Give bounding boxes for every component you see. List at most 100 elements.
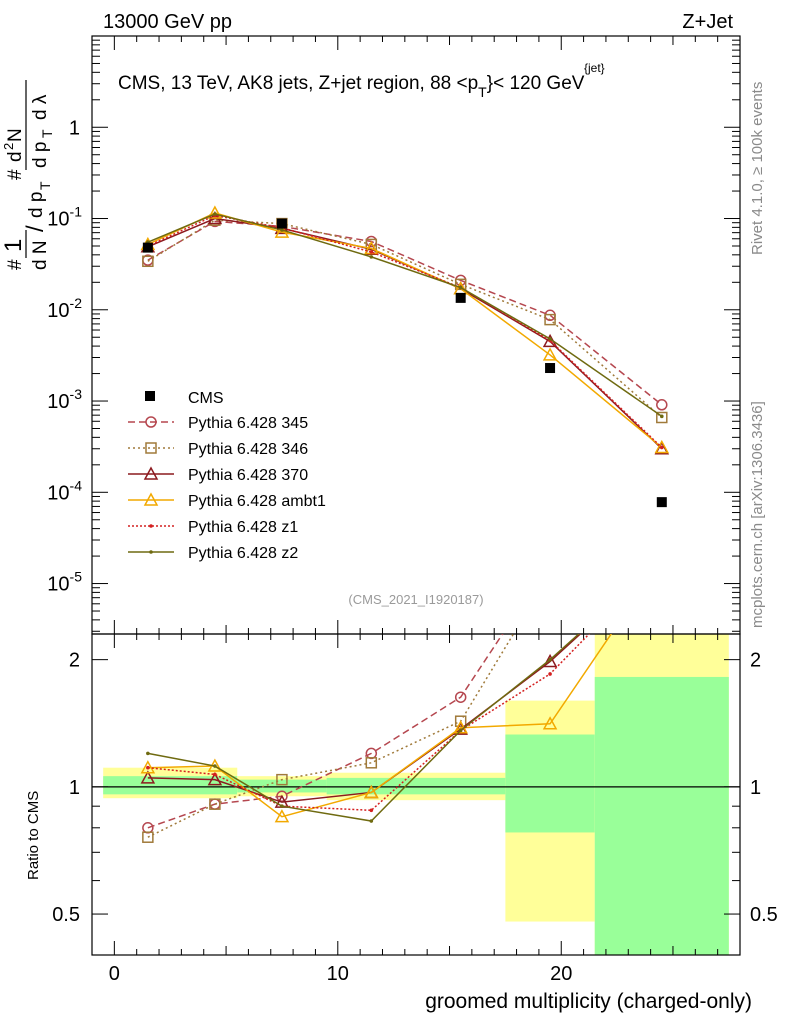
- series-point: [280, 228, 284, 232]
- ratio-point: [209, 798, 221, 810]
- ratio-point: [142, 831, 154, 843]
- series-point: [369, 250, 374, 254]
- cms-point: [455, 292, 466, 303]
- series-0: [142, 215, 668, 411]
- series-line: [147, 214, 663, 448]
- ratio-tick-label-right: 1: [750, 777, 761, 799]
- legend-marker: [145, 442, 157, 454]
- series-point: [654, 439, 670, 454]
- ratio-series-0: [142, 634, 504, 834]
- svg-text:d N: d N: [30, 240, 51, 270]
- legend-marker: [149, 550, 153, 554]
- ratio-point: [369, 808, 374, 813]
- svg-text:d p: d p: [30, 142, 51, 168]
- ratio-series-5: [146, 634, 580, 823]
- legend-label-cms: CMS: [188, 390, 224, 407]
- y-axis-label-main: # 1 d N / d p T # d 2 N d p T d λ: [0, 80, 55, 270]
- ratio-point: [548, 657, 552, 662]
- ratio-point: [276, 790, 288, 803]
- svg-text:/: /: [22, 225, 49, 232]
- svg-text:1: 1: [0, 239, 27, 252]
- y-tick-label: 10-2: [47, 295, 82, 322]
- ratio-point: [140, 760, 156, 774]
- svg-text:CMS, 13 TeV, AK8 jets, Z+jet r: CMS, 13 TeV, AK8 jets, Z+jet region, 88 …: [118, 73, 585, 100]
- legend-marker-cms: [145, 391, 155, 401]
- ratio-tick-label-right: 2: [750, 650, 761, 672]
- ratio-point: [213, 772, 217, 777]
- ratio-point: [458, 728, 463, 733]
- plot-title: CMS, 13 TeV, AK8 jets, Z+jet region, 88 …: [118, 61, 605, 100]
- svg-text:T: T: [37, 181, 53, 190]
- ratio-point: [542, 653, 558, 668]
- y-axis-label-ratio: Ratio to CMS: [25, 791, 42, 880]
- ratio-point: [213, 764, 217, 768]
- rivet-version-label: Rivet 4.1.0, ≥ 100k events: [749, 82, 766, 255]
- svg-text:d λ: d λ: [30, 94, 51, 120]
- x-axis-label: groomed multiplicity (charged-only): [425, 990, 752, 1013]
- header-right: Z+Jet: [682, 11, 733, 33]
- series-point: [659, 445, 664, 450]
- ratio-point: [369, 819, 374, 823]
- legend-marker: [149, 524, 153, 528]
- ratio-tick-label-left: 2: [69, 650, 80, 672]
- legend-marker: [143, 492, 159, 506]
- y-tick-label: 10-3: [47, 386, 82, 413]
- legend-marker: [143, 466, 159, 480]
- axis-ticks: 0 10 20 1 10-1 10-2 10-3 10-4 10-5 0.5 0.5 1 1 2 2: [47, 35, 778, 985]
- cms-data-points: [142, 218, 667, 508]
- ratio-point: [365, 757, 378, 769]
- legend-label: Pythia 6.428 ambt1: [188, 493, 326, 510]
- cms-point: [142, 242, 153, 253]
- x-tick-label: 20: [550, 963, 572, 985]
- ratio-point: [548, 672, 552, 676]
- ratio-frame: [91, 633, 741, 956]
- ratio-point: [454, 691, 467, 703]
- uncertainty-bands: [103, 634, 729, 955]
- legend-label: Pythia 6.428 345: [188, 415, 308, 432]
- y-tick-label: 10-4: [47, 477, 82, 504]
- title-tail: }< 120 GeV: [487, 73, 585, 94]
- series-point: [544, 313, 556, 326]
- ratio-series: [140, 634, 613, 843]
- cms-point: [276, 218, 287, 229]
- band-inner-4: [594, 676, 729, 955]
- ratio-point: [274, 809, 290, 823]
- y-tick-label: 10-5: [47, 569, 82, 596]
- svg-text:T: T: [39, 129, 55, 138]
- band-inner-2: [326, 777, 506, 795]
- ratio-line: [147, 634, 504, 829]
- x-tick-label: 0: [109, 963, 120, 985]
- ratio-point: [140, 770, 156, 784]
- svg-text:#: #: [5, 259, 26, 270]
- analysis-id-watermark: (CMS_2021_I1920187): [348, 592, 483, 607]
- ratio-point: [542, 716, 558, 730]
- svg-text:N: N: [5, 128, 26, 142]
- ratio-point: [207, 772, 223, 786]
- legend-marker: [145, 416, 157, 428]
- series-point: [369, 255, 374, 259]
- series-line: [147, 219, 663, 419]
- series-point: [207, 205, 223, 219]
- plot-frames: [91, 35, 741, 956]
- series-point: [458, 285, 463, 290]
- ratio-tick-label-left: 0.5: [52, 904, 80, 926]
- series-point: [656, 411, 668, 424]
- ratio-point: [142, 822, 154, 834]
- ratio-point: [280, 804, 284, 808]
- series-4: [146, 213, 664, 450]
- title-main: CMS, 13 TeV, AK8 jets, Z+jet region, 88 …: [118, 73, 478, 94]
- band-inner-3: [505, 734, 595, 833]
- series-5: [146, 212, 664, 419]
- svg-text:2: 2: [1, 143, 16, 150]
- legend-label: Pythia 6.428 346: [188, 441, 308, 458]
- ratio-series-1: [142, 634, 515, 843]
- ratio-tick-label-right: 0.5: [750, 904, 778, 926]
- series-point: [659, 414, 664, 419]
- series-line: [147, 212, 663, 449]
- ratio-point: [276, 773, 288, 786]
- y-tick-label: 1: [69, 117, 80, 139]
- title-sub: T: [478, 84, 487, 100]
- svg-text:#: #: [5, 169, 26, 180]
- svg-text:d p: d p: [26, 192, 47, 218]
